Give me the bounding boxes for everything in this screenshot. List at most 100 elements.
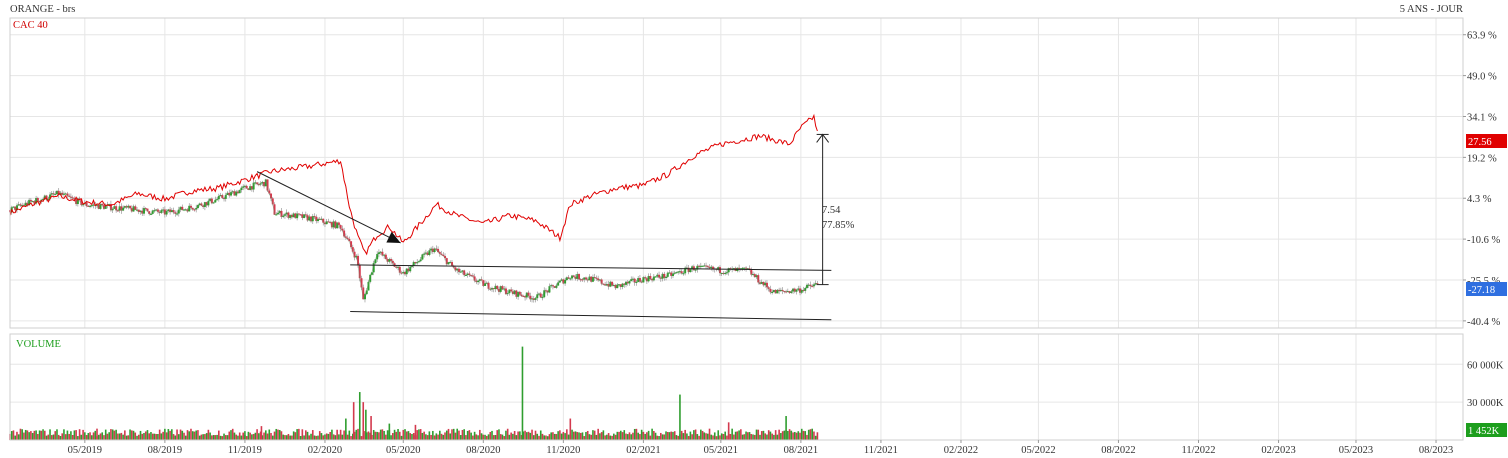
volume-bar	[715, 436, 718, 440]
volume-bar	[338, 434, 340, 440]
orange-candle-body	[805, 284, 808, 288]
volume-bar	[204, 434, 206, 440]
orange-price-series	[9, 178, 819, 303]
volume-bar	[778, 429, 780, 440]
volume-bar	[440, 433, 443, 440]
orange-candle-body	[758, 282, 761, 284]
volume-bar	[305, 430, 307, 440]
volume-bar	[788, 429, 791, 440]
orange-candle-body	[250, 186, 253, 190]
volume-bar	[492, 435, 495, 440]
orange-candle-body	[725, 272, 728, 274]
period-label[interactable]: 5 ANS - JOUR	[1400, 4, 1463, 15]
volume-bar	[590, 434, 592, 440]
x-tick-label: 05/2019	[68, 445, 102, 456]
orange-candle-body	[402, 271, 405, 274]
orange-candle-body	[132, 206, 135, 212]
volume-bar	[350, 436, 352, 440]
volume-bar	[360, 436, 363, 440]
volume-bar	[757, 429, 760, 440]
volume-bar	[543, 435, 546, 440]
orange-candle-body	[242, 186, 245, 188]
orange-candle-body	[635, 281, 638, 283]
orange-candle-body	[767, 287, 770, 289]
volume-bar	[144, 431, 147, 440]
volume-bar	[219, 435, 222, 440]
orange-candle-body	[609, 281, 612, 287]
orange-candle-body	[45, 195, 48, 200]
orange-candle-body	[163, 209, 166, 215]
orange-candle-body	[101, 203, 104, 206]
orange-candle-body	[487, 282, 490, 289]
cac40-line-series	[9, 113, 818, 256]
volume-bar	[703, 432, 706, 440]
orange-candle-body	[29, 199, 32, 202]
volume-bar	[529, 432, 532, 440]
volume-bar	[42, 429, 44, 440]
orange-candle-body	[532, 298, 535, 300]
orange-candle-body	[712, 266, 715, 270]
orange-candle-body	[226, 192, 229, 195]
volume-bar	[23, 432, 25, 440]
volume-bar	[353, 431, 356, 440]
volume-bar	[691, 434, 693, 440]
orange-candle-body	[762, 281, 765, 286]
volume-bar	[694, 429, 697, 440]
volume-bar	[442, 434, 445, 440]
orange-candle-body	[665, 276, 668, 278]
orange-candle-body	[357, 255, 360, 266]
volume-bar	[169, 430, 171, 440]
orange-candle-body	[525, 292, 528, 298]
volume-bar	[153, 433, 156, 440]
orange-candle-body	[294, 213, 297, 219]
orange-candle-body	[550, 285, 553, 287]
volume-bar	[150, 432, 152, 440]
orange-candle-body	[501, 286, 504, 290]
orange-candle-body	[423, 253, 426, 255]
volume-bar	[289, 435, 291, 440]
volume-bar	[517, 431, 519, 440]
orange-candle-body	[703, 265, 706, 267]
volume-bar	[249, 432, 251, 440]
volume-bar	[341, 434, 344, 440]
orange-candle-body	[125, 206, 128, 208]
volume-bar	[747, 432, 749, 440]
volume-bar	[398, 431, 401, 440]
orange-candle-body	[682, 273, 685, 275]
volume-bar	[59, 435, 62, 440]
volume-bar	[418, 429, 420, 440]
volume-bar	[479, 429, 481, 440]
orange-candle-body	[323, 222, 326, 225]
orange-candle-body	[746, 268, 749, 270]
volume-bar-spike	[96, 428, 98, 440]
orange-candle-body	[511, 291, 514, 294]
drawing-annotations	[256, 133, 832, 321]
volume-bar	[710, 434, 713, 440]
x-tick-label: 02/2020	[308, 445, 342, 456]
volume-bar	[165, 432, 168, 440]
orange-candle-body	[207, 200, 210, 206]
volume-bar	[28, 432, 30, 440]
volume-bar	[550, 432, 552, 440]
volume-bar	[73, 430, 76, 440]
volume-bar	[499, 434, 502, 440]
orange-candle-body	[473, 276, 476, 281]
volume-bar	[277, 429, 279, 440]
orange-candle-body	[645, 278, 648, 282]
volume-bar	[585, 431, 587, 440]
volume-bar	[402, 429, 405, 440]
volume-bar	[224, 435, 227, 440]
volume-bar	[348, 430, 351, 440]
cac40-legend[interactable]: CAC 40	[13, 20, 48, 31]
volume-bar	[576, 432, 579, 440]
volume-bar	[604, 435, 606, 440]
orange-candle-body	[304, 214, 307, 216]
orange-candle-body	[431, 248, 434, 252]
orange-candle-body	[169, 209, 172, 213]
volume-bar	[548, 434, 551, 440]
orange-candle-body	[706, 265, 709, 267]
orange-candle-body	[339, 225, 342, 229]
volume-bar	[158, 429, 161, 440]
volume-bar	[207, 429, 210, 440]
